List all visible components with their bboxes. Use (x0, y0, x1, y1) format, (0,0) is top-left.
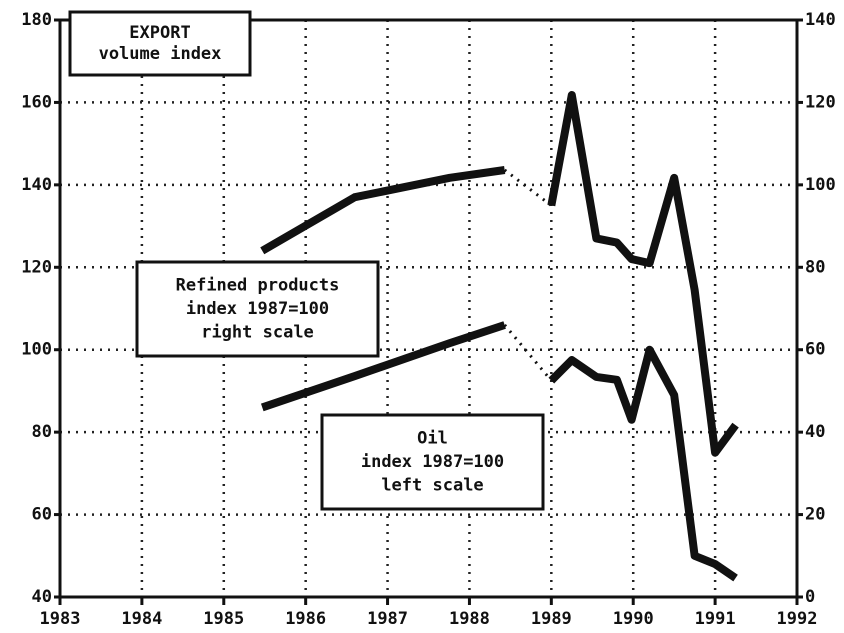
annotation-text: Refined products (176, 276, 340, 296)
y2-tick-label: 100 (805, 175, 836, 195)
title-text: EXPORT (129, 23, 190, 43)
line-series-dotted (503, 168, 553, 207)
y2-tick-label: 80 (805, 257, 825, 277)
y-tick-label: 120 (21, 257, 52, 277)
annotation-text: left scale (381, 476, 483, 496)
title-box (68, 10, 252, 77)
y2-tick-label: 60 (805, 340, 825, 360)
y2-tick-label: 0 (805, 587, 815, 607)
x-tick-label: 1989 (531, 609, 572, 629)
x-tick-label: 1990 (613, 609, 654, 629)
y-tick-label: 60 (32, 505, 52, 525)
annotation-text: index 1987=100 (361, 452, 504, 472)
x-tick-label: 1988 (449, 609, 490, 629)
x-tick-label: 1983 (40, 609, 81, 629)
annotation-box (320, 413, 545, 511)
line-series (547, 91, 739, 457)
y2-tick-label: 140 (805, 10, 836, 30)
y-tick-label: 180 (21, 10, 52, 30)
title-text: volume index (99, 44, 222, 64)
line-series (548, 345, 738, 582)
y-tick-label: 100 (21, 340, 52, 360)
annotation-text: Oil (417, 429, 448, 449)
x-tick-label: 1992 (777, 609, 818, 629)
y-tick-label: 80 (32, 422, 52, 442)
y2-tick-label: 120 (805, 92, 836, 112)
y2-tick-label: 20 (805, 505, 825, 525)
plot-frame (58, 18, 799, 599)
annotation-text: index 1987=100 (186, 299, 329, 319)
x-tick-label: 1986 (285, 609, 326, 629)
y2-tick-label: 40 (805, 422, 825, 442)
y-tick-label: 40 (32, 587, 52, 607)
x-tick-label: 1987 (367, 609, 408, 629)
y-tick-label: 160 (21, 92, 52, 112)
x-tick-label: 1991 (695, 609, 736, 629)
x-tick-label: 1984 (121, 609, 162, 629)
line-series (260, 166, 506, 255)
x-tick-label: 1985 (203, 609, 244, 629)
y-tick-label: 140 (21, 175, 52, 195)
line-series (260, 321, 506, 412)
annotation-box (135, 260, 380, 358)
annotation-text: right scale (201, 323, 314, 343)
